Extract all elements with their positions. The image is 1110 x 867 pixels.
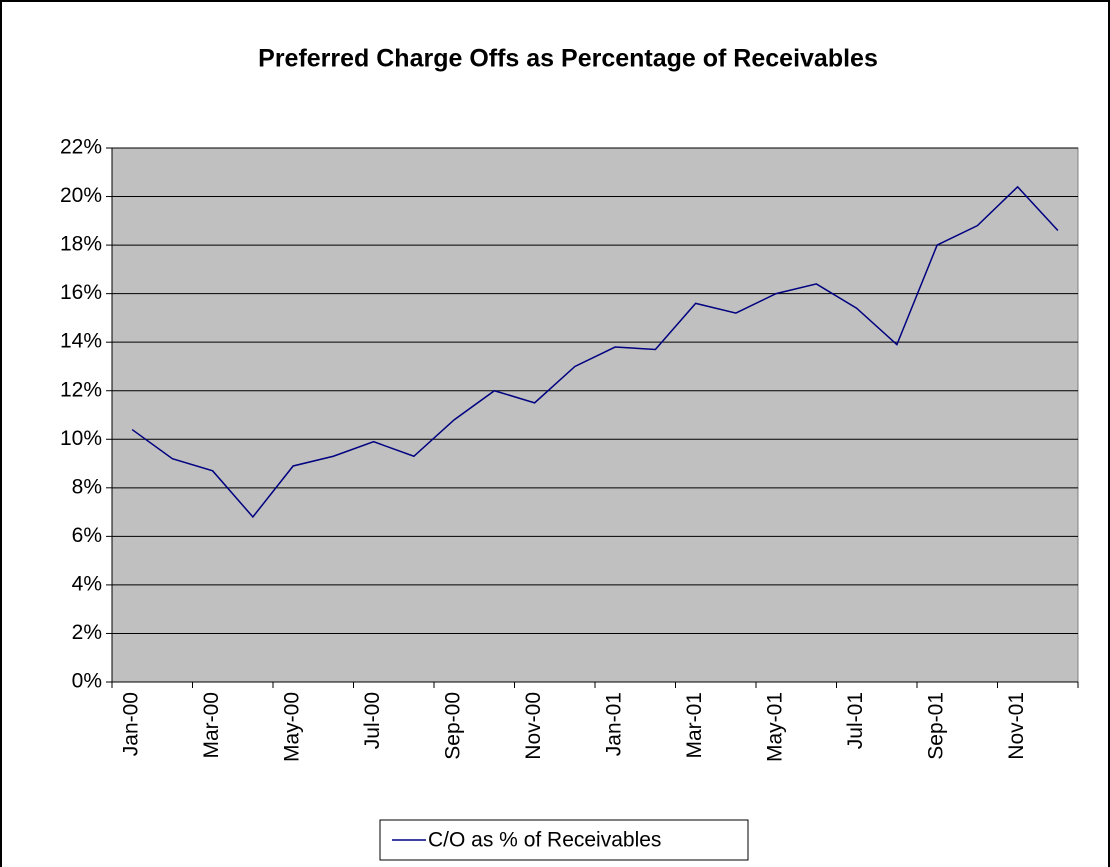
y-tick-label: 8% (72, 475, 102, 498)
x-tick-label: Jan-00 (120, 692, 143, 756)
x-tick-label: Jul-01 (844, 692, 867, 749)
series-line (131, 185, 1059, 519)
chart-title: Preferred Charge Offs as Percentage of R… (258, 45, 878, 73)
y-tick-label: 18% (60, 233, 102, 256)
x-tick-label: Mar-00 (200, 692, 223, 759)
y-tick-label: 14% (60, 330, 102, 353)
legend-label: C/O as % of Receivables (428, 829, 661, 852)
y-tick-label: 20% (60, 184, 102, 207)
y-tick-label: 16% (60, 281, 102, 304)
y-tick-label: 0% (72, 670, 102, 693)
x-tick-label: Nov-01 (1005, 692, 1028, 760)
y-tick-label: 4% (72, 572, 102, 595)
x-tick-label: Jan-01 (603, 692, 626, 756)
y-tick-label: 22% (60, 136, 102, 159)
y-tick-label: 10% (60, 427, 102, 450)
x-tick-label: Mar-01 (683, 692, 706, 759)
plot-area (111, 147, 1079, 683)
x-tick-label: May-01 (764, 692, 787, 762)
x-tick-label: Jul-00 (361, 692, 384, 749)
y-tick-label: 2% (72, 621, 102, 644)
x-tick-label: Sep-00 (442, 692, 465, 760)
y-tick-label: 6% (72, 524, 102, 547)
legend-box (379, 819, 749, 861)
x-tick-label: May-00 (281, 692, 304, 762)
y-tick-label: 12% (60, 378, 102, 401)
x-tick-label: Sep-01 (925, 692, 948, 760)
x-tick-label: Nov-00 (522, 692, 545, 760)
